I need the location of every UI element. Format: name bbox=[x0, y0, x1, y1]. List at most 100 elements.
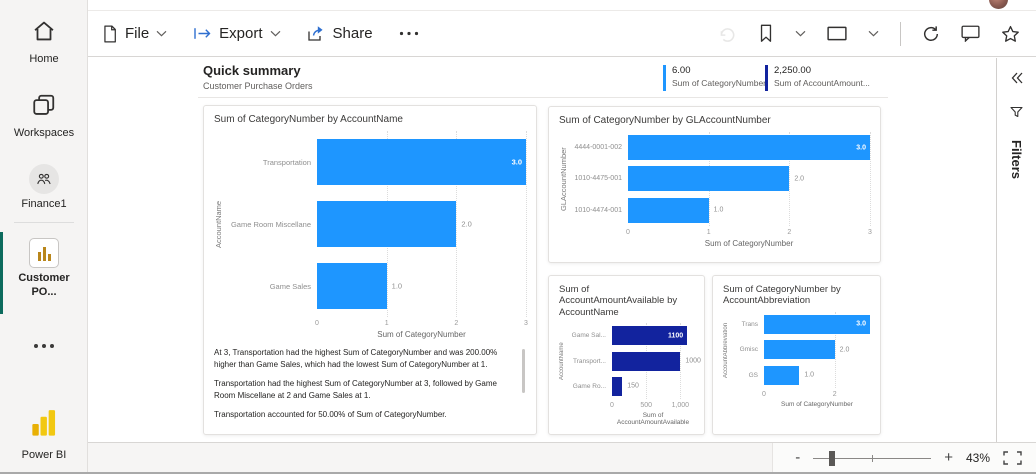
power-bi-logo-icon bbox=[29, 408, 59, 440]
sidebar-item-customer-po[interactable]: Customer PO... bbox=[0, 238, 88, 300]
kpi-card-categorynumber[interactable]: 6.00 Sum of CategoryNumber bbox=[663, 65, 766, 91]
reset-to-default-button[interactable] bbox=[717, 25, 737, 43]
chevron-down-icon bbox=[156, 30, 167, 37]
report-canvas: Quick summary Customer Purchase Orders 6… bbox=[88, 58, 1036, 442]
filter-icon-button[interactable] bbox=[1010, 106, 1023, 118]
y-axis-title: AccountName bbox=[559, 342, 565, 381]
comments-button[interactable] bbox=[961, 25, 980, 42]
zoom-level-value: 43% bbox=[965, 450, 990, 465]
chevron-down-icon bbox=[270, 30, 281, 37]
bar-track: 3.0 bbox=[764, 314, 870, 334]
bar-chart: AccountAbbreviation Trans 3.0 Gmisc 2.0 GS 1.… bbox=[723, 311, 870, 408]
fit-to-page-button[interactable] bbox=[1003, 450, 1022, 465]
kpi-card-accountamount[interactable]: 2,250.00 Sum of AccountAmount... bbox=[765, 65, 870, 91]
data-bar[interactable]: 3.0 bbox=[764, 314, 870, 334]
bar-chart: AccountName Transportation 3.0 Game Room M… bbox=[214, 131, 528, 339]
data-bar[interactable] bbox=[317, 263, 387, 309]
bar-track: 1000 bbox=[612, 351, 701, 371]
x-axis-tick-label: 3 bbox=[524, 320, 528, 327]
data-label: 2.0 bbox=[794, 175, 805, 183]
data-bar[interactable]: 3.0 bbox=[628, 135, 870, 161]
sidebar-item-finance1[interactable]: Finance1 bbox=[0, 164, 88, 212]
data-bar[interactable] bbox=[628, 197, 709, 223]
page-subtitle: Customer Purchase Orders bbox=[203, 81, 313, 91]
data-bar[interactable]: 3.0 bbox=[317, 139, 526, 185]
data-bar[interactable] bbox=[764, 365, 800, 385]
category-label: Transport... bbox=[573, 357, 606, 365]
data-bar[interactable]: 1100 bbox=[612, 326, 688, 346]
view-button[interactable] bbox=[827, 26, 847, 41]
zoom-slider[interactable] bbox=[813, 450, 932, 466]
sidebar-more-button[interactable] bbox=[0, 344, 88, 348]
chart-row: Game Sal... 1100 bbox=[570, 326, 694, 346]
filters-pane-collapsed: Filters bbox=[996, 58, 1036, 442]
toolbar-more-button[interactable] bbox=[399, 31, 419, 36]
chart-title: Sum of CategoryNumber by GLAccountNumber bbox=[559, 115, 771, 126]
filter-icon bbox=[1010, 106, 1023, 118]
view-rectangle-icon bbox=[827, 26, 847, 41]
chevron-down-icon bbox=[795, 30, 806, 37]
narrative-scrollbar[interactable] bbox=[522, 349, 525, 393]
zoom-slider-handle[interactable] bbox=[829, 450, 836, 466]
refresh-button[interactable] bbox=[922, 25, 940, 43]
x-axis-tick-label: 0 bbox=[315, 320, 319, 327]
category-label: Trans bbox=[741, 320, 758, 328]
bookmarks-button[interactable] bbox=[758, 24, 774, 43]
y-axis-title: AccountAbbreviation bbox=[723, 322, 729, 378]
favorite-button[interactable] bbox=[1001, 25, 1020, 43]
left-nav-rail: Home Workspaces Finance1 Customer PO... bbox=[0, 0, 88, 472]
home-icon bbox=[31, 18, 57, 44]
bookmark-icon bbox=[760, 24, 772, 42]
data-label: 3.0 bbox=[856, 320, 866, 328]
toolbar-separator bbox=[900, 21, 901, 46]
visual-categorynumber-by-accountabbreviation: Sum of CategoryNumber by AccountAbbrevia… bbox=[712, 275, 881, 435]
zoom-in-button[interactable]: + bbox=[944, 449, 953, 466]
share-button[interactable]: Share bbox=[307, 25, 373, 42]
data-label: 150 bbox=[627, 382, 639, 390]
x-axis-ticks: 0 1 2 3 bbox=[626, 229, 872, 238]
data-label: 2.0 bbox=[461, 219, 472, 229]
bar-track: 150 bbox=[612, 376, 694, 396]
status-bar: - + 43% bbox=[88, 442, 1036, 472]
power-bi-logo: Power BI bbox=[0, 408, 88, 463]
user-avatar[interactable] bbox=[989, 0, 1008, 9]
x-axis-title: Sum of AccountAmountAvailable bbox=[616, 412, 690, 427]
sidebar-item-home[interactable]: Home bbox=[0, 18, 88, 67]
workspaces-icon bbox=[31, 92, 57, 118]
expand-pane-button[interactable] bbox=[1010, 72, 1024, 84]
chart-row: 1010-4475-001 2.0 bbox=[570, 166, 870, 192]
export-menu-button[interactable]: Export bbox=[193, 25, 280, 42]
narrative-paragraph: Transportation had the highest Sum of Ca… bbox=[214, 379, 497, 400]
data-bar[interactable] bbox=[764, 340, 835, 360]
bar-track: 3.0 bbox=[317, 139, 526, 185]
smart-narrative: At 3, Transportation had the highest Sum… bbox=[214, 347, 526, 434]
file-menu-button[interactable]: File bbox=[102, 25, 167, 43]
x-axis-tick-label: 2 bbox=[832, 390, 837, 398]
category-label: 4444-0001-002 bbox=[574, 144, 623, 152]
zoom-out-button[interactable]: - bbox=[795, 449, 801, 466]
view-chevron[interactable] bbox=[868, 30, 879, 37]
visual-categorynumber-by-glaccountnumber: Sum of CategoryNumber by GLAccountNumber… bbox=[548, 106, 881, 263]
data-bar[interactable] bbox=[612, 376, 623, 396]
chart-row: Transportation 3.0 bbox=[225, 139, 526, 185]
x-axis-tick-label: 3 bbox=[868, 229, 872, 236]
data-bar[interactable] bbox=[628, 166, 790, 192]
data-label: 1000 bbox=[685, 357, 701, 365]
sidebar-item-workspaces[interactable]: Workspaces bbox=[0, 92, 88, 141]
data-bar[interactable] bbox=[612, 351, 681, 371]
gridline bbox=[526, 131, 527, 317]
refresh-icon bbox=[924, 25, 939, 41]
bar-track: 2.0 bbox=[764, 340, 870, 360]
chart-row: Transport... 1000 bbox=[570, 351, 701, 371]
report-bar-chart-icon bbox=[29, 238, 59, 268]
chart-row: 4444-0001-002 3.0 bbox=[570, 135, 870, 161]
chart-row: 1010-4474-001 1.0 bbox=[570, 197, 870, 223]
ellipsis-icon bbox=[399, 31, 419, 36]
x-axis-tick-label: 0 bbox=[626, 229, 630, 236]
bar-track: 2.0 bbox=[317, 201, 526, 247]
data-bar[interactable] bbox=[317, 201, 457, 247]
filters-pane-label[interactable]: Filters bbox=[1009, 140, 1024, 180]
bookmarks-chevron[interactable] bbox=[795, 30, 806, 37]
chevron-down-icon bbox=[868, 30, 879, 37]
x-axis-title: Sum of CategoryNumber bbox=[704, 239, 794, 248]
